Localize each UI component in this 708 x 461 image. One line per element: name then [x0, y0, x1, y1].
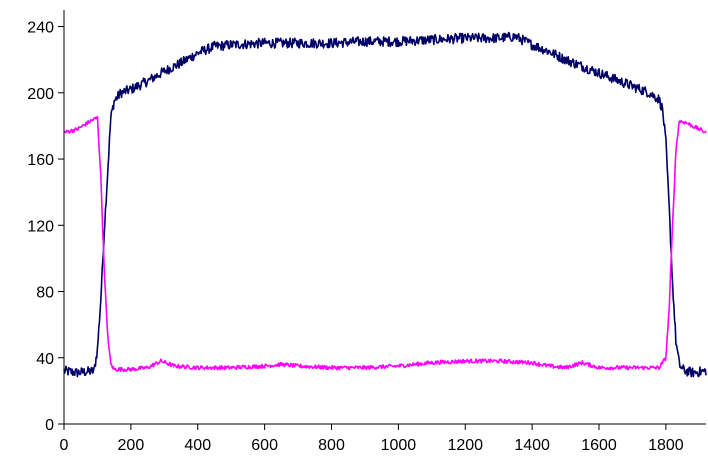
x-tick-label: 400 — [184, 437, 211, 454]
ticks-layer — [58, 26, 667, 430]
tick-labels-layer: 0 40 80 120 160 200 240 0 200 400 600 800 1000 1200 14… — [27, 20, 683, 454]
y-tick-label: 0 — [45, 417, 54, 434]
x-tick-label: 800 — [318, 437, 345, 454]
y-tick-label: 200 — [27, 86, 54, 103]
x-tick-label: 1400 — [514, 437, 550, 454]
y-tick-label: 80 — [36, 285, 54, 302]
y-tick-label: 160 — [27, 152, 54, 169]
series-layer — [63, 31, 707, 378]
y-tick-label: 40 — [36, 351, 54, 368]
series-line-1 — [63, 31, 707, 378]
x-tick-label: 1800 — [648, 437, 684, 454]
series-line-2 — [63, 115, 707, 373]
x-tick-label: 600 — [251, 437, 278, 454]
y-tick-label: 240 — [27, 20, 54, 37]
x-tick-label: 1600 — [581, 437, 617, 454]
x-tick-label: 1200 — [447, 437, 483, 454]
y-tick-label: 120 — [27, 218, 54, 235]
x-tick-label: 0 — [60, 437, 69, 454]
x-tick-label: 200 — [118, 437, 145, 454]
x-tick-label: 1000 — [381, 437, 417, 454]
